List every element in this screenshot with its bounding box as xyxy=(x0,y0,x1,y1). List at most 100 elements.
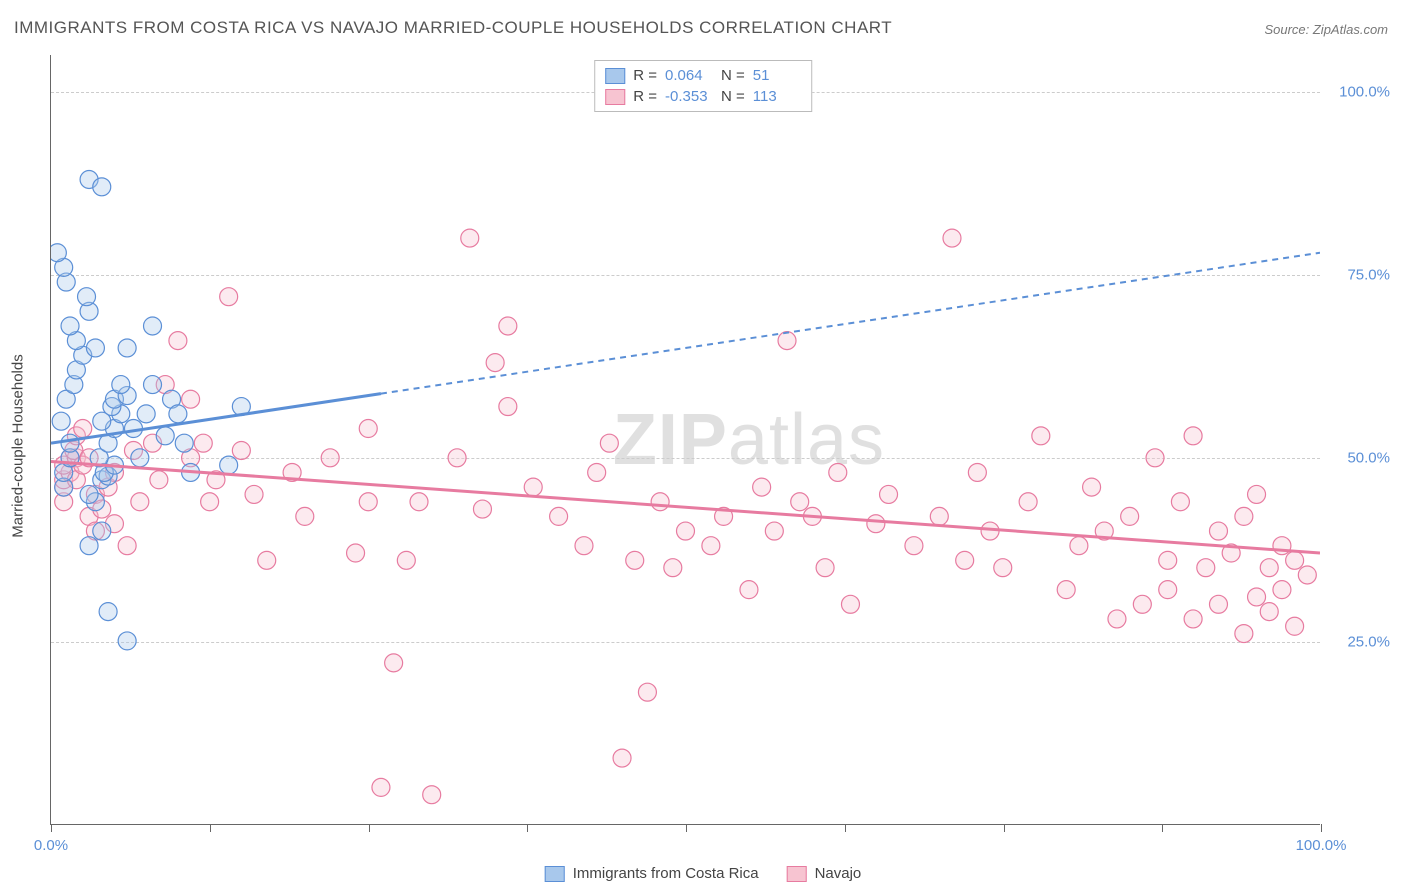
scatter-point xyxy=(867,515,885,533)
scatter-point xyxy=(220,456,238,474)
x-tick xyxy=(369,824,370,832)
scatter-point xyxy=(905,537,923,555)
scatter-point xyxy=(880,485,898,503)
scatter-point xyxy=(524,478,542,496)
scatter-point xyxy=(486,354,504,372)
x-tick xyxy=(845,824,846,832)
stats-legend-box: R = 0.064 N = 51 R = -0.353 N = 113 xyxy=(594,60,812,112)
scatter-point xyxy=(131,493,149,511)
scatter-point xyxy=(829,463,847,481)
scatter-point xyxy=(1133,595,1151,613)
scatter-point xyxy=(296,507,314,525)
scatter-point xyxy=(994,559,1012,577)
scatter-point xyxy=(118,537,136,555)
scatter-point xyxy=(461,229,479,247)
scatter-point xyxy=(51,244,66,262)
stat-r-label-2: R = xyxy=(633,88,657,105)
swatch-series-1 xyxy=(605,68,625,84)
scatter-point xyxy=(359,420,377,438)
scatter-point xyxy=(118,339,136,357)
legend-swatch-1 xyxy=(545,866,565,882)
scatter-point xyxy=(1286,551,1304,569)
stat-n-value-1: 51 xyxy=(753,67,801,84)
stats-row-series-2: R = -0.353 N = 113 xyxy=(605,86,801,107)
scatter-point xyxy=(182,390,200,408)
scatter-point xyxy=(359,493,377,511)
swatch-series-2 xyxy=(605,89,625,105)
y-tick-label: 75.0% xyxy=(1347,267,1390,284)
scatter-point xyxy=(175,434,193,452)
scatter-point xyxy=(1184,610,1202,628)
scatter-point xyxy=(52,412,70,430)
scatter-point xyxy=(385,654,403,672)
stats-row-series-1: R = 0.064 N = 51 xyxy=(605,65,801,86)
scatter-point xyxy=(651,493,669,511)
scatter-point xyxy=(1070,537,1088,555)
scatter-point xyxy=(347,544,365,562)
scatter-point xyxy=(1121,507,1139,525)
scatter-point xyxy=(778,332,796,350)
scatter-point xyxy=(613,749,631,767)
x-tick xyxy=(1162,824,1163,832)
scatter-point xyxy=(1197,559,1215,577)
scatter-point xyxy=(753,478,771,496)
scatter-point xyxy=(677,522,695,540)
scatter-point xyxy=(816,559,834,577)
scatter-point xyxy=(473,500,491,518)
scatter-point xyxy=(956,551,974,569)
scatter-point xyxy=(588,463,606,481)
scatter-point xyxy=(1209,595,1227,613)
source-label: Source: ZipAtlas.com xyxy=(1264,22,1388,37)
legend-item-2: Navajo xyxy=(787,865,862,882)
legend-item-1: Immigrants from Costa Rica xyxy=(545,865,759,882)
scatter-point xyxy=(78,288,96,306)
scatter-point xyxy=(1159,581,1177,599)
stat-n-value-2: 113 xyxy=(753,88,801,105)
scatter-point xyxy=(550,507,568,525)
scatter-point xyxy=(841,595,859,613)
scatter-point xyxy=(245,485,263,503)
legend-label-2: Navajo xyxy=(815,865,862,882)
plot-svg xyxy=(51,55,1320,824)
scatter-point xyxy=(99,603,117,621)
scatter-point xyxy=(169,405,187,423)
x-tick xyxy=(686,824,687,832)
scatter-point xyxy=(137,405,155,423)
scatter-point xyxy=(80,485,98,503)
scatter-point xyxy=(86,339,104,357)
scatter-point xyxy=(1286,617,1304,635)
scatter-point xyxy=(638,683,656,701)
scatter-point xyxy=(61,317,79,335)
scatter-point xyxy=(232,441,250,459)
scatter-point xyxy=(448,449,466,467)
scatter-point xyxy=(194,434,212,452)
y-axis-label: Married-couple Households xyxy=(10,354,27,537)
stat-r-value-1: 0.064 xyxy=(665,67,713,84)
stat-n-label-2: N = xyxy=(721,88,745,105)
scatter-point xyxy=(131,449,149,467)
scatter-point xyxy=(600,434,618,452)
legend-label-1: Immigrants from Costa Rica xyxy=(573,865,759,882)
scatter-point xyxy=(1273,581,1291,599)
scatter-point xyxy=(156,427,174,445)
plot-area: ZIPatlas 25.0%50.0%75.0%100.0%0.0%100.0% xyxy=(50,55,1320,825)
scatter-point xyxy=(1248,588,1266,606)
scatter-point xyxy=(372,778,390,796)
scatter-point xyxy=(664,559,682,577)
scatter-point xyxy=(397,551,415,569)
y-tick-label: 100.0% xyxy=(1339,83,1390,100)
scatter-point xyxy=(1235,507,1253,525)
y-tick-label: 50.0% xyxy=(1347,450,1390,467)
x-tick xyxy=(1004,824,1005,832)
trend-line-dashed xyxy=(381,253,1320,394)
x-tick xyxy=(527,824,528,832)
scatter-point xyxy=(144,376,162,394)
x-tick-label: 0.0% xyxy=(34,837,68,854)
scatter-point xyxy=(93,522,111,540)
scatter-point xyxy=(1083,478,1101,496)
scatter-point xyxy=(765,522,783,540)
scatter-point xyxy=(791,493,809,511)
scatter-point xyxy=(118,632,136,650)
chart-title: IMMIGRANTS FROM COSTA RICA VS NAVAJO MAR… xyxy=(14,18,892,38)
scatter-point xyxy=(201,493,219,511)
